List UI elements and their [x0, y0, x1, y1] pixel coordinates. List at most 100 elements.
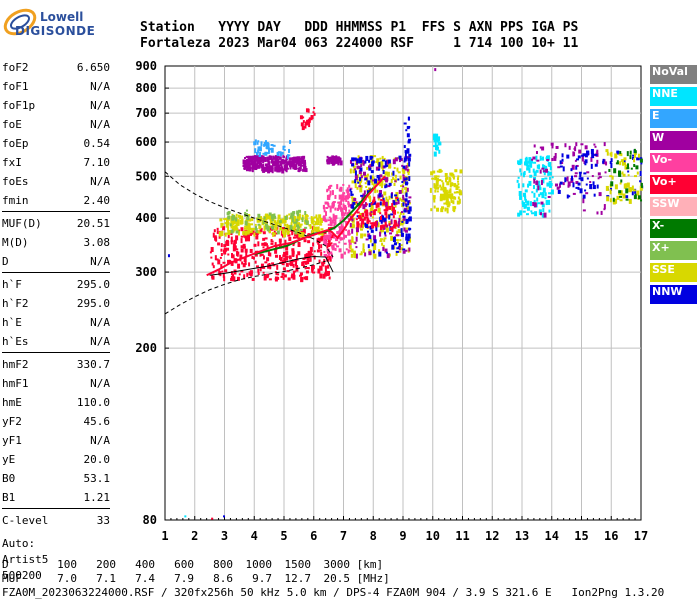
echo-point — [293, 159, 297, 164]
echo-point — [302, 257, 306, 260]
echo-point — [640, 182, 643, 188]
echo-point — [328, 238, 332, 241]
echo-point — [344, 212, 347, 215]
echo-point — [293, 225, 296, 228]
echo-point — [283, 232, 287, 238]
echo-point — [304, 226, 308, 229]
echo-point — [242, 164, 245, 167]
echo-point — [454, 169, 458, 173]
echo-point — [383, 209, 387, 212]
param-separator — [2, 211, 110, 212]
x-tick-label: 13 — [515, 529, 529, 543]
echo-point — [227, 234, 230, 239]
param-value: N/A — [90, 377, 110, 390]
echo-point — [274, 249, 278, 254]
echo-point — [433, 198, 436, 203]
echo-point — [528, 167, 531, 173]
echo-point — [279, 156, 282, 160]
echo-point — [620, 153, 623, 157]
echo-point — [277, 273, 280, 276]
echo-point — [255, 265, 259, 268]
echo-point — [399, 211, 402, 215]
echo-point — [355, 236, 358, 242]
echo-point — [258, 225, 262, 230]
echo-point — [286, 231, 290, 235]
echo-point — [286, 270, 290, 273]
echo-point — [571, 175, 574, 181]
x-tick-label: 5 — [280, 529, 287, 543]
echo-point — [350, 248, 354, 253]
echo-point — [313, 216, 317, 219]
echo-point — [231, 273, 234, 278]
echo-point — [372, 253, 375, 257]
echo-point — [312, 242, 315, 247]
echo-point — [366, 179, 369, 183]
echo-point — [252, 160, 255, 165]
param-row: yE 20.0 — [2, 450, 110, 469]
echo-point — [263, 159, 266, 162]
echo-point — [404, 249, 408, 252]
echo-point — [352, 201, 356, 205]
echo-point — [336, 231, 340, 235]
echo-point — [167, 254, 170, 258]
echo-point — [596, 149, 599, 153]
param-row: foEp 0.54 — [2, 134, 110, 153]
echo-point — [590, 148, 594, 154]
echo-point — [251, 229, 255, 235]
echo-point — [379, 225, 382, 231]
echo-point — [291, 157, 295, 161]
echo-point — [400, 244, 403, 247]
echo-point — [289, 163, 293, 167]
echo-point — [276, 230, 280, 235]
echo-point — [271, 168, 274, 174]
echo-point — [633, 175, 637, 178]
echo-point — [523, 171, 526, 176]
echo-point — [533, 177, 537, 181]
echo-point — [254, 162, 257, 167]
echo-point — [348, 229, 351, 234]
echo-point — [355, 246, 358, 249]
auto-label: Auto: — [2, 537, 36, 550]
echo-point — [380, 219, 383, 224]
echo-point — [297, 225, 300, 229]
echo-point — [392, 176, 395, 180]
echo-point — [259, 148, 262, 152]
param-value: N/A — [90, 335, 110, 348]
echo-point — [240, 248, 244, 253]
echo-point — [254, 226, 257, 231]
echo-point — [327, 223, 330, 226]
echo-point — [327, 252, 330, 256]
echo-point — [265, 224, 269, 230]
echo-point — [395, 239, 399, 242]
echo-point — [400, 223, 404, 226]
echo-point — [551, 176, 554, 179]
legend-item: NNW — [650, 285, 697, 304]
echo-point — [283, 215, 286, 219]
echo-point — [366, 173, 369, 177]
echo-point — [280, 162, 283, 165]
echo-point — [613, 168, 617, 174]
echo-point — [328, 216, 331, 219]
echo-point — [327, 264, 330, 269]
x-tick-label: 8 — [370, 529, 377, 543]
echo-point — [246, 159, 249, 162]
echo-point — [596, 211, 599, 215]
echo-point — [394, 199, 398, 202]
echo-point — [457, 177, 460, 181]
param-name: D — [2, 255, 9, 268]
echo-point — [593, 143, 596, 146]
echo-point — [240, 227, 244, 232]
echo-point — [376, 189, 379, 193]
echo-point — [318, 214, 322, 219]
echo-point — [347, 202, 350, 208]
echo-point — [591, 153, 595, 159]
echo-point — [437, 136, 441, 141]
echo-point — [628, 187, 632, 193]
echo-point — [571, 164, 575, 170]
echo-point — [570, 168, 573, 172]
echo-point — [235, 213, 238, 217]
echo-point — [359, 177, 362, 182]
echo-point — [325, 234, 328, 237]
param-row: hmF2 330.7 — [2, 355, 110, 374]
